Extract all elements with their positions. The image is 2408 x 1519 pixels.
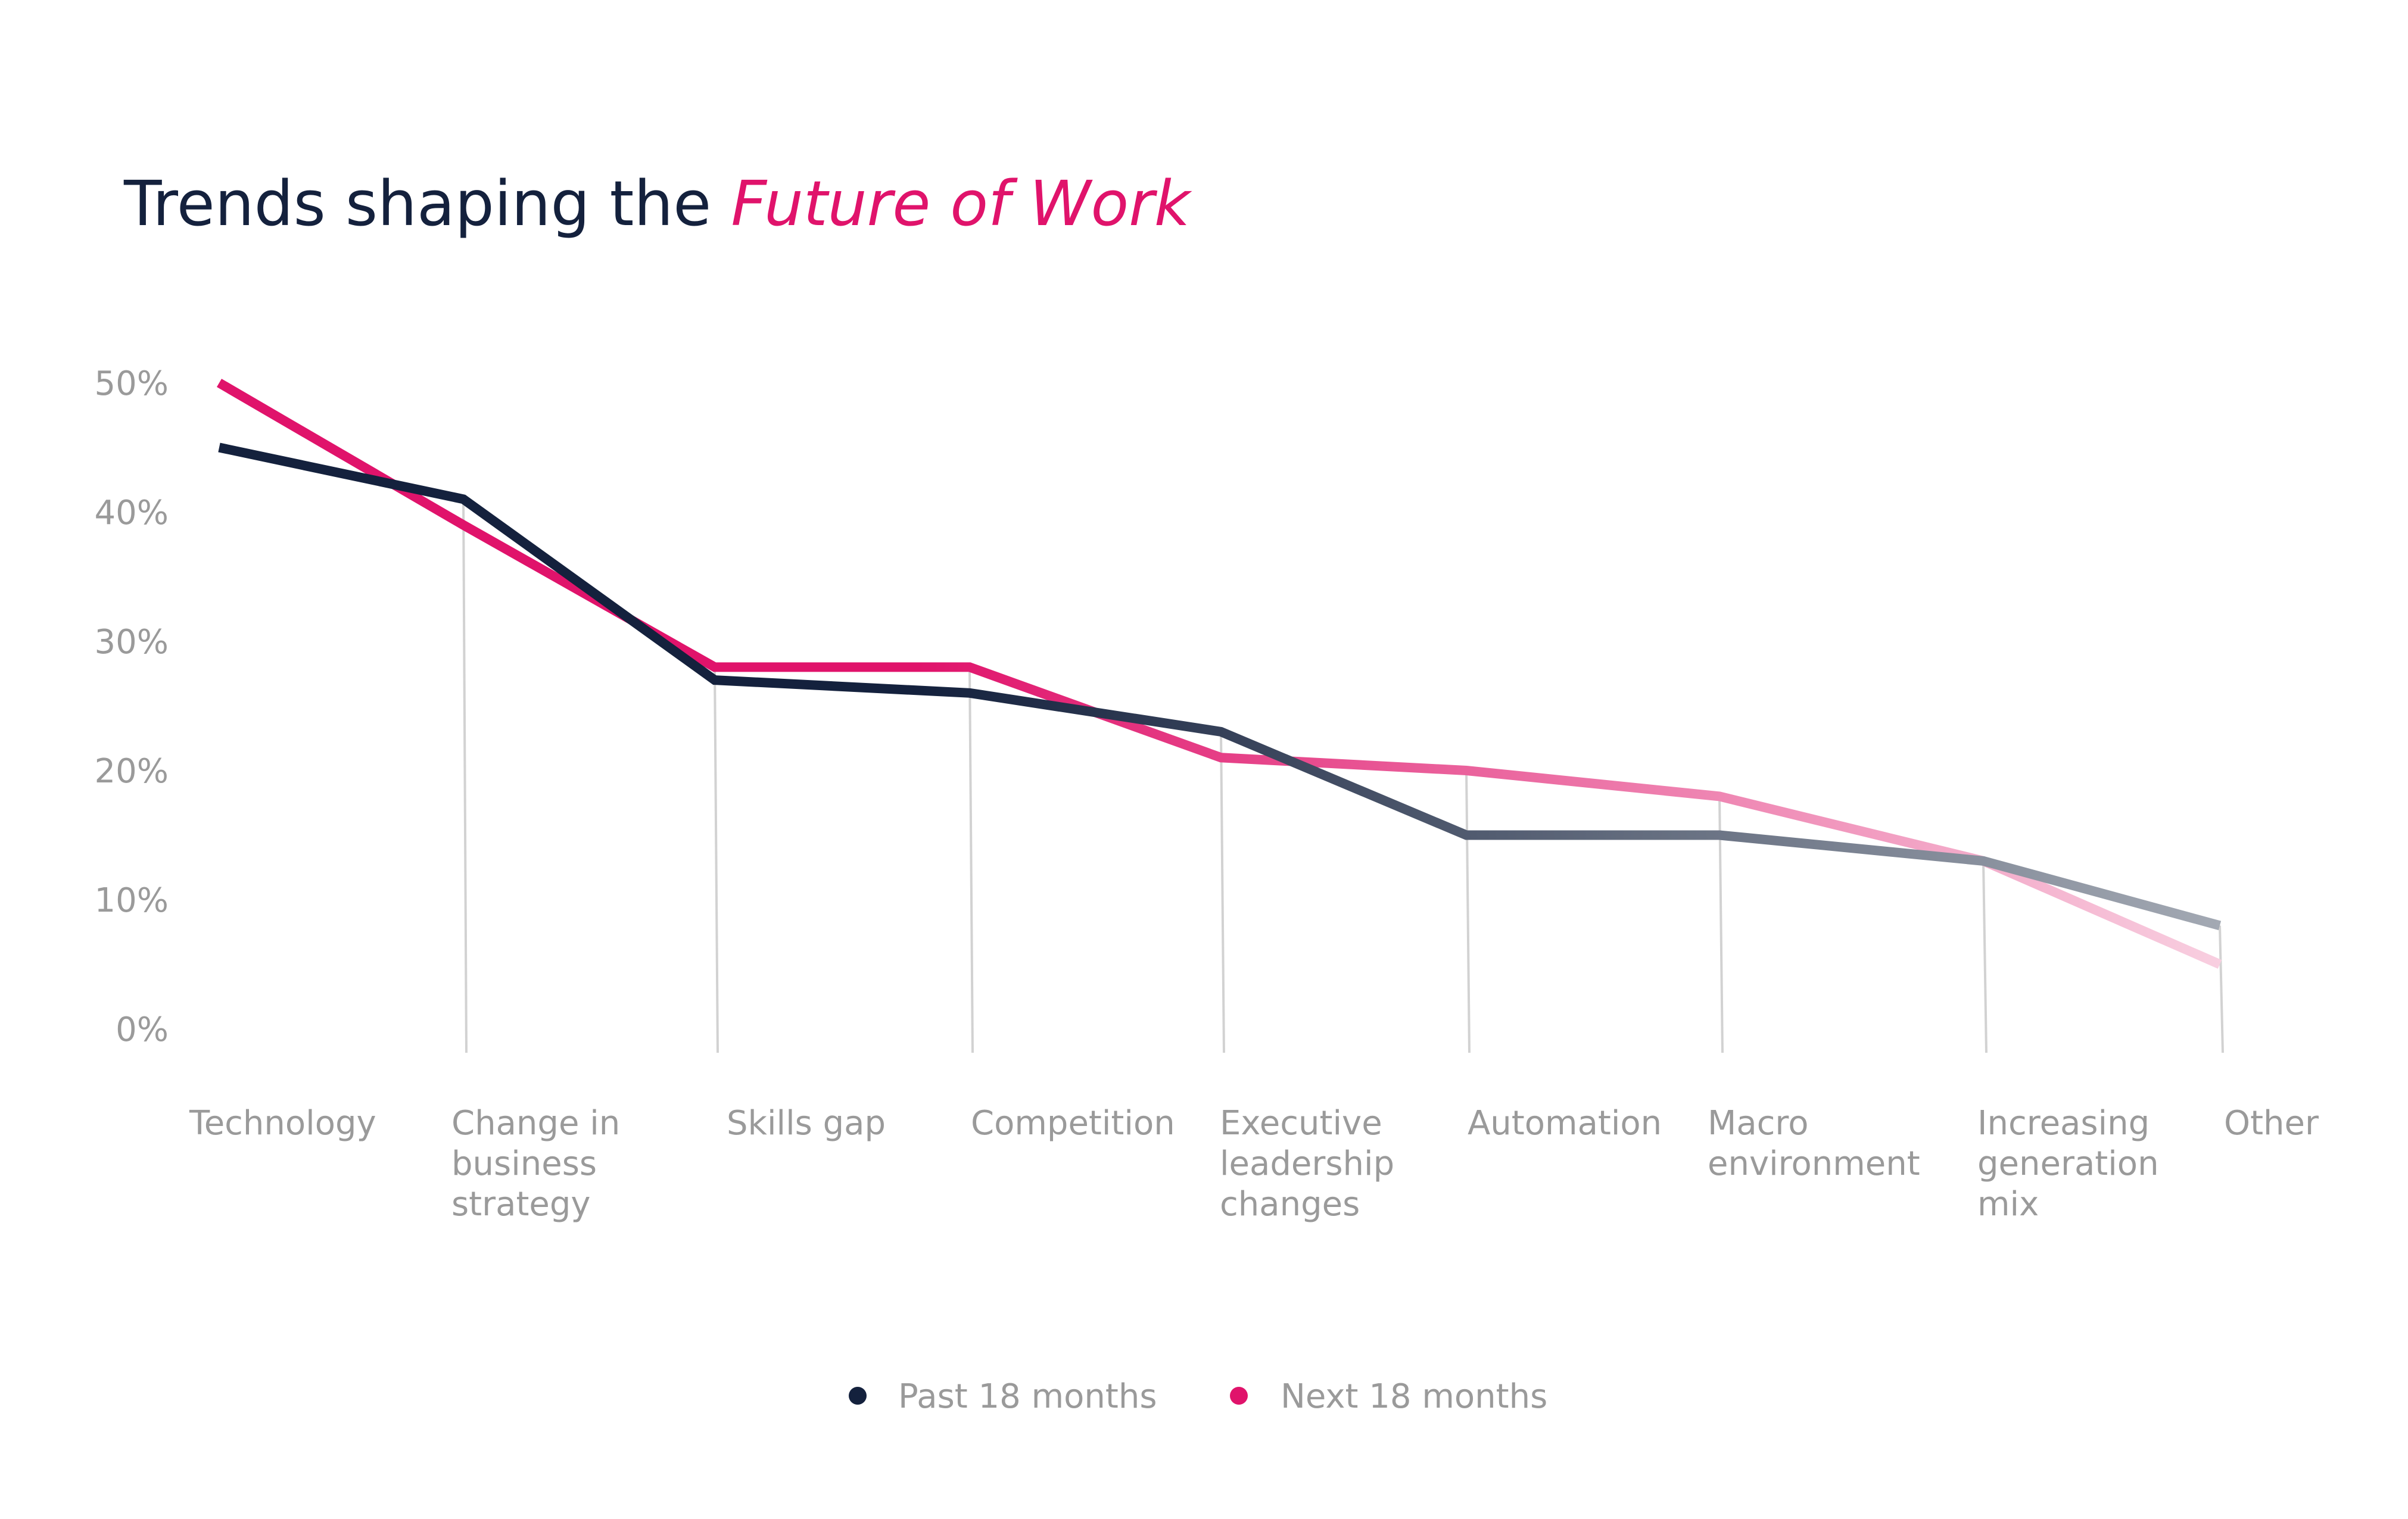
legend-label: Past 18 months (898, 1377, 1157, 1416)
grid-line (1465, 770, 1471, 1053)
y-tick-label: 50% (95, 364, 169, 403)
grid-line (1982, 860, 1988, 1053)
chart-title-accent: Future of Work (731, 167, 1192, 240)
x-tick-label-line: business (451, 1144, 597, 1183)
grid-line (462, 499, 468, 1053)
x-tick-label-line: Change in (451, 1104, 620, 1143)
x-tick-label-line: generation (1977, 1144, 2159, 1183)
x-tick-label-line: Macro (1708, 1104, 1808, 1143)
x-tick-label-line: Competition (971, 1104, 1175, 1143)
y-axis: 0% 10% 20% 30% 40% 50% (95, 364, 169, 1049)
y-tick-label: 40% (95, 494, 169, 532)
x-tick-label-line: environment (1708, 1144, 1920, 1183)
x-tick-label: Change in business strategy (451, 1104, 620, 1224)
series-layer (216, 379, 2222, 969)
x-tick-label-line: strategy (451, 1185, 591, 1224)
chart-title-plain: Trends shaping the (123, 167, 731, 240)
x-tick-label-line: Technology (189, 1104, 376, 1143)
legend: Past 18 months Next 18 months (849, 1377, 1547, 1416)
y-tick-label: 30% (95, 623, 169, 662)
legend-marker (1230, 1387, 1248, 1405)
y-tick-label: 0% (116, 1010, 169, 1049)
x-tick-label-line: Executive (1220, 1104, 1382, 1143)
x-tick-label: Other (2224, 1104, 2319, 1143)
grid-line (714, 667, 719, 1053)
x-tick-label: Competition (971, 1104, 1175, 1143)
grid-line (1220, 731, 1225, 1053)
x-tick-label: Executive leadership changes (1220, 1104, 1394, 1224)
x-tick-label: Increasing generation mix (1977, 1104, 2159, 1224)
x-tick-label-line: mix (1977, 1185, 2039, 1224)
x-tick-label: Skills gap (727, 1104, 886, 1143)
x-tick-label-line: leadership (1220, 1144, 1394, 1183)
y-tick-label: 10% (95, 881, 169, 920)
legend-label: Next 18 months (1281, 1377, 1547, 1416)
grid-line (2219, 925, 2224, 1053)
chart-title: Trends shaping the Future of Work (123, 167, 1192, 240)
x-tick-label-line: changes (1220, 1185, 1360, 1224)
x-tick-label-line: Automation (1468, 1104, 1662, 1143)
x-tick-label-line: Skills gap (727, 1104, 886, 1143)
x-tick-label-line: Increasing (1977, 1104, 2150, 1143)
legend-marker (849, 1387, 867, 1405)
x-tick-label-line: Other (2224, 1104, 2319, 1143)
x-tick-label: Technology (189, 1104, 376, 1143)
x-axis: Technology Change in business strategy Skill… (189, 1104, 2319, 1224)
grid-lines (462, 499, 2224, 1053)
y-tick-label: 20% (95, 752, 169, 791)
series-line-next (216, 379, 2222, 969)
series-line-past (218, 442, 2222, 931)
x-tick-label: Automation (1468, 1104, 1662, 1143)
x-tick-label: Macro environment (1708, 1104, 1920, 1183)
grid-line (968, 667, 974, 1053)
